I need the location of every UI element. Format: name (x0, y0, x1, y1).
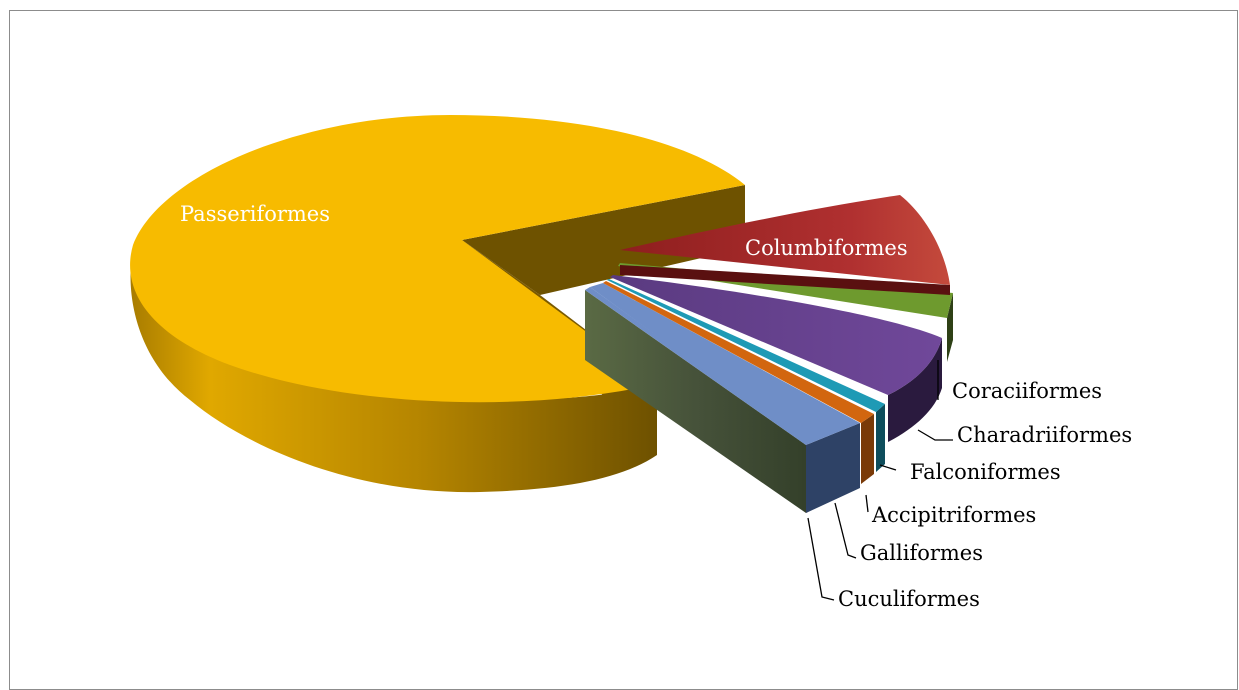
pie-slice-charadriiformes (610, 275, 942, 442)
label-accipitriformes: Accipitriformes (871, 503, 1036, 527)
label-galliformes: Galliformes (860, 541, 983, 565)
leader-lines (807, 360, 953, 601)
leader-line-galliformes (834, 502, 857, 559)
pie-slice-passeriformes (130, 115, 746, 493)
label-coraciiformes: Coraciiformes (952, 379, 1102, 403)
label-columbiformes: Columbiformes (745, 236, 908, 260)
pie-slice-galliformes (590, 283, 860, 513)
pie-slice-accipitriformes (603, 281, 874, 484)
pie-slice-falconiformes (607, 279, 885, 472)
pie-slice-columbiformes (620, 195, 950, 295)
leader-line-charadriiformes (917, 429, 953, 441)
leader-line-falconiformes (879, 464, 897, 471)
leader-line-cuculiformes (807, 517, 835, 601)
label-charadriiformes: Charadriiformes (957, 423, 1132, 447)
leader-line-accipitriformes (865, 494, 869, 513)
pie-chart: Passeriformes Columbiformes Coraciiforme… (130, 115, 1132, 611)
label-passeriformes: Passeriformes (180, 202, 330, 226)
label-falconiformes: Falconiformes (910, 460, 1061, 484)
label-cuculiformes: Cuculiformes (838, 587, 980, 611)
